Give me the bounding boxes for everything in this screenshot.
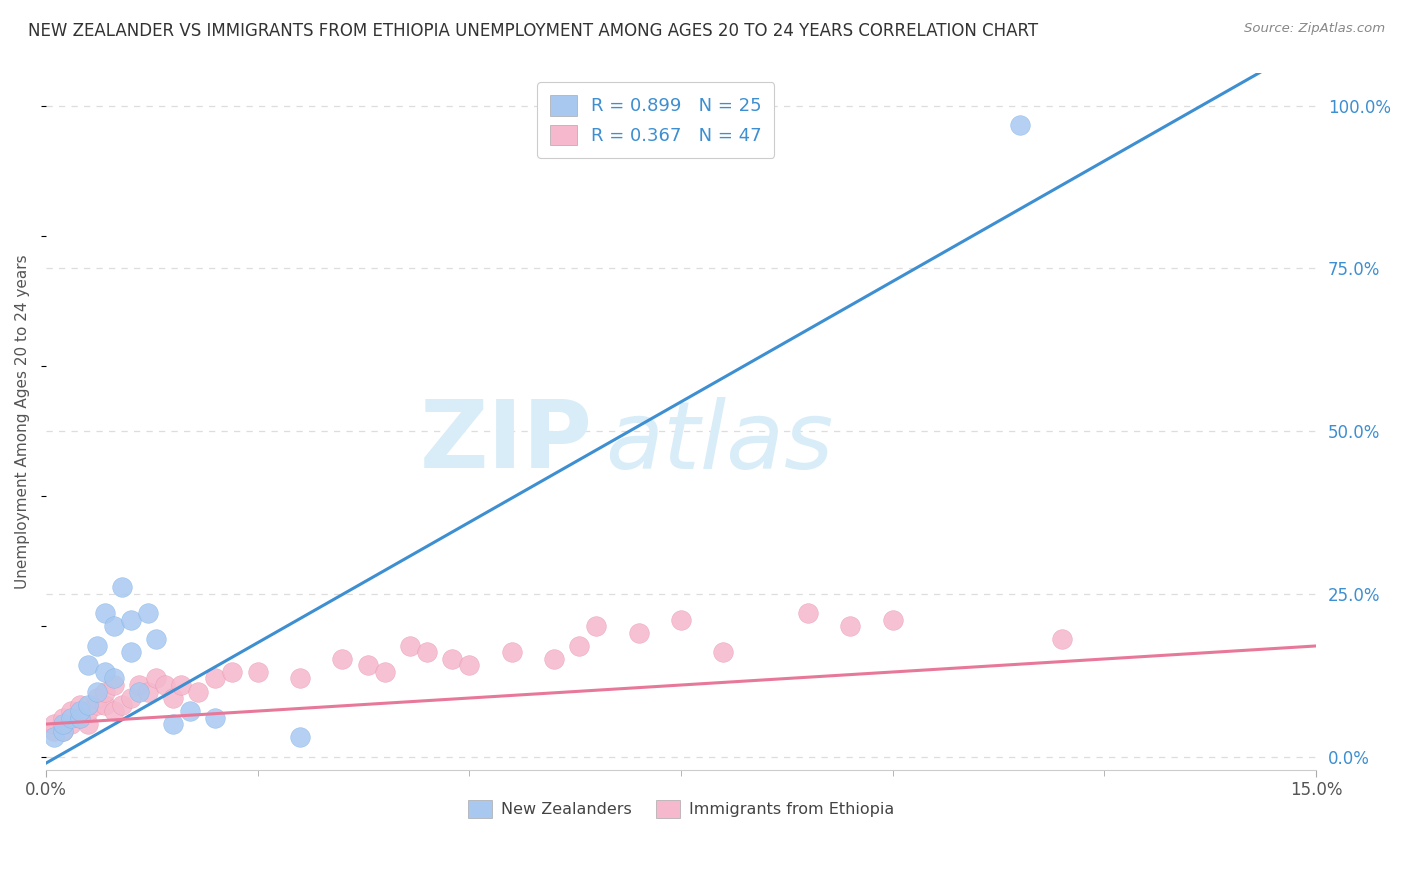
Point: [145, 672, 167, 686]
Point: [52, 710, 75, 724]
Point: [86, 684, 108, 698]
Text: Source: ZipAtlas.com: Source: ZipAtlas.com: [1244, 22, 1385, 36]
Text: ZIP: ZIP: [419, 396, 592, 488]
Point: [103, 704, 125, 718]
Point: [713, 645, 735, 659]
Point: [145, 632, 167, 647]
Point: [86, 698, 108, 712]
Point: [103, 619, 125, 633]
Point: [128, 678, 150, 692]
Point: [543, 652, 565, 666]
Point: [52, 717, 75, 731]
Point: [69, 698, 91, 712]
Point: [627, 626, 650, 640]
Legend: New Zealanders, Immigrants from Ethiopia: New Zealanders, Immigrants from Ethiopia: [461, 793, 901, 824]
Point: [94, 698, 117, 712]
Point: [120, 645, 142, 659]
Point: [204, 672, 226, 686]
Point: [162, 717, 184, 731]
Text: NEW ZEALANDER VS IMMIGRANTS FROM ETHIOPIA UNEMPLOYMENT AMONG AGES 20 TO 24 YEARS: NEW ZEALANDER VS IMMIGRANTS FROM ETHIOPI…: [28, 22, 1038, 40]
Point: [221, 665, 243, 679]
Point: [204, 710, 226, 724]
Point: [44, 717, 66, 731]
Point: [69, 710, 91, 724]
Point: [441, 652, 464, 666]
Point: [162, 691, 184, 706]
Point: [77, 717, 100, 731]
Y-axis label: Unemployment Among Ages 20 to 24 years: Unemployment Among Ages 20 to 24 years: [15, 254, 30, 589]
Point: [585, 619, 607, 633]
Point: [60, 710, 83, 724]
Point: [669, 613, 692, 627]
Point: [77, 658, 100, 673]
Point: [153, 678, 176, 692]
Point: [86, 639, 108, 653]
Point: [77, 704, 100, 718]
Point: [94, 607, 117, 621]
Point: [1008, 118, 1031, 132]
Point: [52, 723, 75, 738]
Point: [187, 684, 209, 698]
Point: [288, 730, 311, 744]
Point: [288, 672, 311, 686]
Point: [77, 698, 100, 712]
Point: [69, 704, 91, 718]
Text: atlas: atlas: [605, 397, 834, 488]
Point: [170, 678, 193, 692]
Point: [458, 658, 481, 673]
Point: [374, 665, 396, 679]
Point: [128, 684, 150, 698]
Point: [86, 691, 108, 706]
Point: [882, 613, 904, 627]
Point: [103, 672, 125, 686]
Point: [797, 607, 820, 621]
Point: [44, 723, 66, 738]
Point: [52, 723, 75, 738]
Point: [179, 704, 201, 718]
Point: [60, 704, 83, 718]
Point: [69, 710, 91, 724]
Point: [839, 619, 862, 633]
Point: [111, 580, 134, 594]
Point: [246, 665, 269, 679]
Point: [568, 639, 591, 653]
Point: [44, 730, 66, 744]
Point: [136, 607, 159, 621]
Point: [357, 658, 380, 673]
Point: [416, 645, 439, 659]
Point: [94, 684, 117, 698]
Point: [120, 613, 142, 627]
Point: [1050, 632, 1073, 647]
Point: [120, 691, 142, 706]
Point: [60, 717, 83, 731]
Point: [94, 665, 117, 679]
Point: [136, 684, 159, 698]
Point: [399, 639, 422, 653]
Point: [501, 645, 523, 659]
Point: [103, 678, 125, 692]
Point: [111, 698, 134, 712]
Point: [330, 652, 353, 666]
